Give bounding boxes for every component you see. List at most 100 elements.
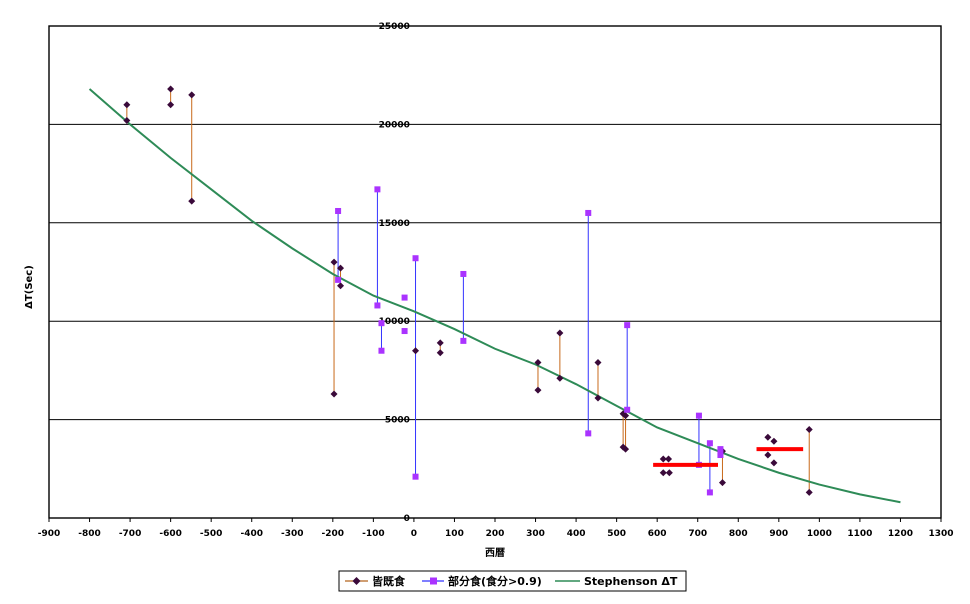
- legend-item-partial: 部分食(食分>0.9): [422, 574, 542, 588]
- data-point-partial: [412, 255, 419, 262]
- plot-area-border: [48, 25, 942, 519]
- legend-item-total: 皆既食: [345, 574, 406, 588]
- data-point-total: [412, 347, 420, 355]
- data-point-partial: [335, 276, 342, 283]
- x-tick-label: -200: [322, 529, 345, 539]
- x-tick-label: -300: [281, 529, 304, 539]
- data-point-partial: [706, 489, 713, 496]
- annotations: [653, 447, 804, 467]
- legend-label-stephenson: Stephenson ΔT: [584, 575, 678, 588]
- x-tick-label: -500: [200, 529, 223, 539]
- data-point-partial: [624, 406, 631, 413]
- data-point-partial: [401, 328, 408, 335]
- y-tick-label: 0: [404, 514, 410, 524]
- x-tick-label: 500: [607, 529, 626, 539]
- x-tick-label: 600: [648, 529, 667, 539]
- data-point-partial: [412, 473, 419, 480]
- data-point-partial: [460, 337, 467, 344]
- data-point-partial: [374, 186, 381, 193]
- x-tick-label: -700: [119, 529, 142, 539]
- y-tick-label: 10000: [379, 317, 410, 327]
- x-tick-label: -600: [159, 529, 182, 539]
- data-point-total: [188, 91, 196, 99]
- data-point-partial: [374, 302, 381, 309]
- data-point-total: [556, 329, 564, 337]
- data-point-total: [594, 359, 602, 367]
- data-point-partial: [460, 270, 467, 277]
- legend-label-partial: 部分食(食分>0.9): [448, 574, 542, 588]
- x-tick-label: 400: [567, 529, 586, 539]
- legend-item-stephenson: Stephenson ΔT: [555, 575, 678, 588]
- x-tick-label: 100: [445, 529, 464, 539]
- x-tick-label: 200: [486, 529, 505, 539]
- data-point-total: [436, 339, 444, 347]
- data-point-total: [123, 116, 131, 124]
- x-tick-label: 300: [526, 529, 545, 539]
- data-point-partial: [624, 322, 631, 329]
- data-point-total: [436, 349, 444, 357]
- x-ticks: -900 -800 -700 -600 -500 -400 -300 -200 -100 0 100…: [38, 518, 954, 539]
- x-tick-label: 700: [688, 529, 707, 539]
- data-point-total: [659, 469, 667, 477]
- data-point-total: [718, 479, 726, 487]
- data-point-total: [337, 282, 345, 290]
- data-point-total: [556, 374, 564, 382]
- x-tick-label: 900: [769, 529, 788, 539]
- legend-label-total: 皆既食: [372, 574, 406, 588]
- data-point-total: [534, 386, 542, 394]
- legend-box: [338, 570, 687, 592]
- data-point-partial: [717, 452, 724, 459]
- y-tick-label: 20000: [379, 120, 410, 130]
- data-point-total: [330, 258, 338, 266]
- data-point-total: [188, 197, 196, 205]
- data-point-partial: [585, 430, 592, 437]
- data-point-total: [167, 101, 175, 109]
- data-point-partial: [401, 294, 408, 301]
- y-ticks: 0 5000 10000 15000 20000 25000: [379, 22, 410, 524]
- data-point-partial: [717, 446, 724, 453]
- y-tick-label: 25000: [379, 22, 410, 32]
- y-tick-label: 5000: [385, 416, 410, 426]
- x-tick-label: 1100: [847, 529, 872, 539]
- data-point-total: [659, 455, 667, 463]
- data-point-partial: [335, 207, 342, 214]
- data-point-partial: [378, 320, 385, 327]
- data-point-total: [764, 433, 772, 441]
- x-tick-label: -800: [78, 529, 101, 539]
- x-tick-label: -100: [362, 529, 385, 539]
- x-tick-label: 1200: [888, 529, 913, 539]
- data-point-total: [770, 459, 778, 467]
- data-point-partial: [706, 440, 713, 447]
- data-point-total: [330, 390, 338, 398]
- x-axis-label: 西暦: [485, 547, 505, 559]
- data-point-total: [764, 451, 772, 459]
- series-markers: [123, 85, 813, 496]
- data-point-total: [665, 455, 673, 463]
- data-point-total: [665, 469, 673, 477]
- data-point-total: [594, 394, 602, 402]
- x-tick-label: 0: [411, 529, 417, 539]
- data-point-total: [805, 425, 813, 433]
- y-axis-label: ΔT(Sec): [24, 265, 35, 309]
- data-point-total: [167, 85, 175, 93]
- data-point-total: [770, 437, 778, 445]
- data-point-partial: [378, 347, 385, 354]
- data-point-total: [337, 264, 345, 272]
- x-tick-label: 800: [729, 529, 748, 539]
- x-tick-label: -900: [38, 529, 61, 539]
- x-tick-label: 1000: [807, 529, 832, 539]
- grid: [49, 123, 941, 421]
- data-point-total: [805, 488, 813, 496]
- data-point-total: [123, 101, 131, 109]
- legend: 皆既食 部分食(食分>0.9) Stephenson ΔT: [338, 570, 687, 592]
- stephenson-curve: [88, 88, 901, 504]
- data-point-partial: [585, 209, 592, 216]
- x-tick-label: 1300: [928, 529, 953, 539]
- y-tick-label: 15000: [379, 219, 410, 229]
- data-point-total: [534, 359, 542, 367]
- data-point-partial: [695, 412, 702, 419]
- data-point-total: [619, 443, 627, 451]
- x-tick-label: -400: [240, 529, 263, 539]
